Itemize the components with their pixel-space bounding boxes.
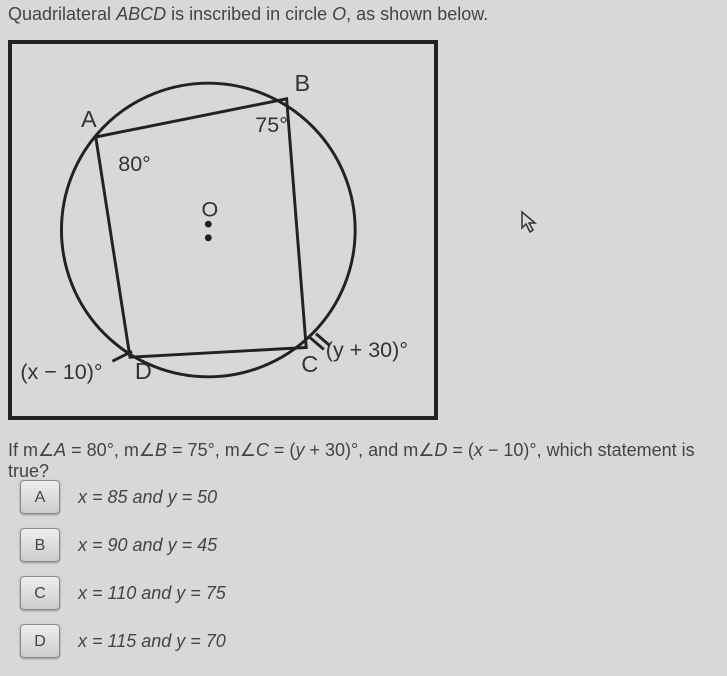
choice-text-b: x = 90 and y = 45: [78, 535, 217, 556]
angle-d-label: (x − 10)°: [20, 360, 102, 384]
choice-row-d: D x = 115 and y = 70: [20, 624, 226, 658]
vertex-a-label: A: [81, 106, 97, 132]
choice-text-d: x = 115 and y = 70: [78, 631, 226, 652]
choice-button-b[interactable]: B: [20, 528, 60, 562]
center-label: O: [201, 197, 218, 221]
cond-11: x: [474, 440, 483, 460]
vertex-c-label: C: [301, 351, 318, 377]
cond-3: B: [155, 440, 167, 460]
question-prompt: Quadrilateral ABCD is inscribed in circl…: [8, 4, 488, 25]
prompt-quad: ABCD: [116, 4, 166, 24]
vertex-b-label: B: [294, 70, 310, 96]
cond-4: = 75°, m∠: [167, 440, 256, 460]
cond-2: = 80°, m∠: [66, 440, 155, 460]
cond-1: A: [54, 440, 66, 460]
prompt-circ: O: [332, 4, 346, 24]
cond-6: = (: [269, 440, 296, 460]
cond-8: + 30)°, and m∠: [304, 440, 434, 460]
prompt-pre: Quadrilateral: [8, 4, 116, 24]
prompt-post: , as shown below.: [346, 4, 488, 24]
answer-choices: A x = 85 and y = 50 B x = 90 and y = 45 …: [20, 480, 226, 672]
cursor-icon: [520, 210, 540, 240]
angle-b-label: 75°: [255, 113, 288, 137]
cond-5: C: [256, 440, 269, 460]
angle-c-label: (y + 30)°: [326, 338, 408, 362]
choice-text-c: x = 110 and y = 75: [78, 583, 226, 604]
figure-frame: O A 80° B 75° C (y + 30)° D (x − 10)°: [8, 40, 438, 420]
quad-abcd: [96, 99, 306, 357]
choice-row-c: C x = 110 and y = 75: [20, 576, 226, 610]
condition-text: If m∠A = 80°, m∠B = 75°, m∠C = (y + 30)°…: [8, 440, 727, 482]
figure-svg: O A 80° B 75° C (y + 30)° D (x − 10)°: [12, 44, 434, 416]
choice-text-a: x = 85 and y = 50: [78, 487, 217, 508]
choice-button-c[interactable]: C: [20, 576, 60, 610]
choice-button-a[interactable]: A: [20, 480, 60, 514]
cond-10: = (: [447, 440, 474, 460]
cond-9: D: [434, 440, 447, 460]
center-dot: [205, 221, 212, 228]
center-dot2: [205, 234, 212, 241]
prompt-mid: is inscribed in circle: [166, 4, 332, 24]
vertex-d-label: D: [135, 358, 152, 384]
choice-row-a: A x = 85 and y = 50: [20, 480, 226, 514]
cond-0: If m∠: [8, 440, 54, 460]
choice-row-b: B x = 90 and y = 45: [20, 528, 226, 562]
angle-a-label: 80°: [118, 152, 151, 176]
circle-o: [61, 83, 355, 377]
choice-button-d[interactable]: D: [20, 624, 60, 658]
